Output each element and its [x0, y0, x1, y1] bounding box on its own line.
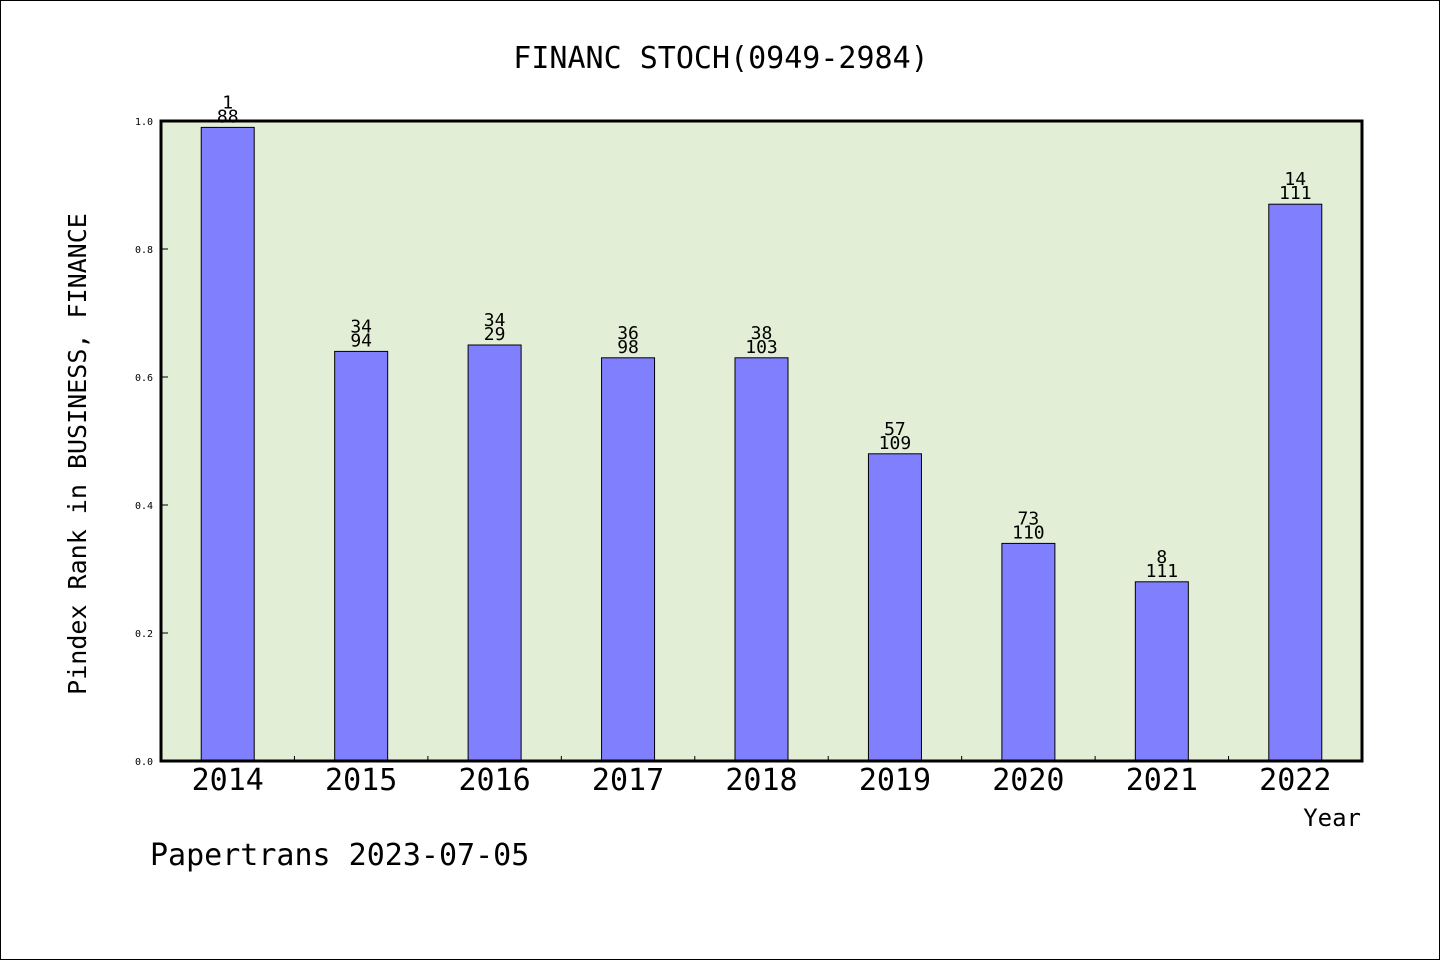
bar-label-bottom: 109 — [879, 433, 912, 454]
bar-label-top: 73 — [1018, 508, 1040, 529]
x-tick-label: 2014 — [192, 763, 264, 798]
x-tick-label: 2016 — [458, 763, 530, 798]
x-tick-label: 2022 — [1259, 763, 1331, 798]
y-tick-label: 1.0 — [135, 117, 153, 128]
footer-text: Papertrans 2023-07-05 — [150, 838, 529, 873]
x-tick-label: 2015 — [325, 763, 397, 798]
bar-label-top: 1 — [222, 92, 233, 113]
y-tick-label: 0.0 — [135, 757, 153, 768]
bar-label-bottom: 103 — [745, 337, 778, 358]
chart-title: FINANC STOCH(0949-2984) — [513, 41, 928, 76]
bar-label-bottom: 98 — [617, 337, 639, 358]
x-tick-label: 2021 — [1126, 763, 1198, 798]
x-tick-label: 2018 — [725, 763, 797, 798]
x-axis-label: Year — [1303, 804, 1361, 832]
bar-label-bottom: 88 — [217, 106, 239, 127]
bar-2019 — [867, 453, 922, 762]
bar-label-top: 38 — [751, 323, 773, 344]
y-tick-label: 0.6 — [135, 373, 153, 384]
bar-2021 — [1134, 581, 1189, 762]
bar-label-top: 14 — [1284, 169, 1306, 190]
bar-2018 — [734, 357, 789, 762]
bar-label-bottom: 94 — [350, 330, 372, 351]
bar-label-top: 36 — [617, 323, 639, 344]
x-tick-label: 2020 — [992, 763, 1064, 798]
bar-2020 — [1001, 542, 1056, 762]
bar-label-bottom: 111 — [1146, 561, 1179, 582]
bar-label-top: 34 — [484, 310, 506, 331]
bar-2014 — [200, 126, 255, 762]
bar-label-top: 57 — [884, 419, 906, 440]
bar-2015 — [334, 350, 389, 762]
bar-2022 — [1268, 203, 1323, 762]
bar-2017 — [601, 357, 656, 762]
bar-label-bottom: 110 — [1012, 522, 1045, 543]
plot-border — [159, 119, 1364, 763]
y-tick-label: 0.4 — [135, 501, 153, 512]
x-tick-label: 2017 — [592, 763, 664, 798]
y-axis-label: Pindex Rank in BUSINESS, FINANCE — [63, 213, 92, 695]
bar-label-top: 34 — [350, 316, 372, 337]
bar-label-top: 8 — [1156, 547, 1167, 568]
bar-2016 — [467, 344, 522, 762]
x-tick-label: 2019 — [859, 763, 931, 798]
y-tick-label: 0.2 — [135, 629, 153, 640]
x-axis-ticks: 2014 2015 2016 2017 2018 2019 2020 2021 2022 — [192, 756, 1331, 798]
y-tick-label: 0.8 — [135, 245, 153, 256]
bar-label-bottom: 111 — [1279, 183, 1312, 204]
bar-label-bottom: 29 — [484, 324, 506, 345]
